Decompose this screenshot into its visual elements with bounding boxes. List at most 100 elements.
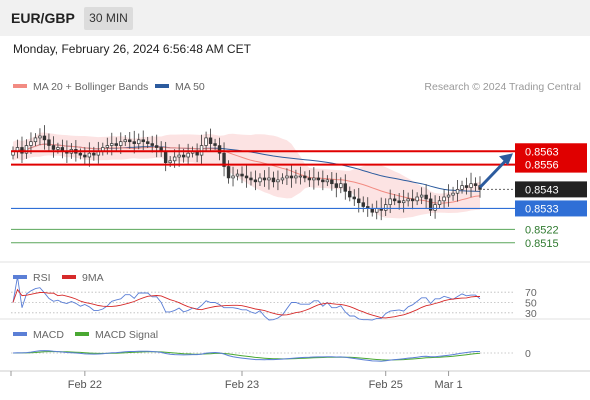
rsi-line	[12, 276, 481, 321]
resistance-label: 0.8563	[525, 146, 559, 158]
symbol-label: EUR/GBP	[11, 10, 75, 26]
candle	[424, 184, 428, 209]
candle	[330, 172, 334, 191]
legend-swatch-rsi	[13, 275, 27, 279]
candle	[186, 143, 190, 166]
levels-layer: 0.8563 0.8556 0.8543 0.8533 0.8522 0.8515	[11, 143, 587, 250]
candle	[410, 189, 415, 210]
candle	[339, 177, 343, 194]
candle	[321, 170, 325, 191]
candle	[473, 177, 478, 192]
pivot-tag	[515, 200, 587, 217]
price-layer	[11, 125, 482, 221]
candle	[469, 172, 473, 198]
ma20-line	[12, 143, 481, 204]
legend-swatch-ma20	[13, 84, 27, 88]
candle	[24, 139, 29, 159]
resistance-tag	[515, 156, 587, 173]
rsi-level-label: 30	[525, 308, 537, 320]
candle	[276, 170, 280, 191]
x-tick-label: Feb 23	[225, 379, 259, 391]
candle	[258, 173, 262, 187]
candle	[249, 171, 253, 186]
macd-level-label: 0	[525, 348, 531, 360]
candle	[303, 171, 307, 183]
rsi-9ma-line	[12, 288, 480, 319]
candle	[419, 187, 424, 205]
candle	[343, 174, 347, 200]
candle	[177, 144, 181, 167]
candle	[325, 175, 330, 187]
candle	[352, 189, 356, 206]
candle	[141, 130, 145, 151]
candle	[78, 148, 83, 160]
candle	[307, 170, 312, 187]
x-tick-label: Feb 22	[68, 379, 102, 391]
candle	[312, 167, 316, 190]
candle	[392, 194, 397, 206]
candle	[150, 135, 154, 153]
interval-button[interactable]: 30 MIN	[84, 7, 133, 30]
timestamp: Monday, February 26, 2024 6:56:48 AM CET	[13, 42, 251, 56]
legend-swatch-ma50	[155, 84, 169, 88]
candle	[406, 192, 410, 207]
candle	[51, 136, 56, 158]
support-label: 0.8522	[525, 224, 559, 236]
candle	[217, 137, 222, 161]
legend-ma20: MA 20 + Bollinger Bands	[33, 81, 148, 93]
candle	[92, 146, 96, 161]
legend-9ma: 9MA	[82, 272, 104, 284]
last-price-tag	[515, 181, 587, 198]
candle	[289, 165, 294, 188]
legend-macd: MACD	[33, 329, 64, 341]
candle	[446, 184, 451, 207]
toolbar: EUR/GBP 30 MIN	[0, 0, 590, 36]
candle	[415, 192, 419, 206]
legend-swatch-macd	[13, 332, 27, 336]
candle	[222, 142, 226, 177]
candle	[397, 193, 401, 210]
candle	[213, 138, 217, 150]
candle	[154, 134, 159, 158]
candle	[114, 137, 118, 152]
candle	[253, 170, 258, 191]
candle	[267, 167, 271, 190]
candle	[244, 165, 249, 188]
candle	[146, 136, 150, 148]
candle	[38, 128, 42, 145]
candle	[262, 170, 267, 187]
rsi-level-label: 70	[525, 287, 537, 299]
candle	[83, 147, 87, 165]
legend-macd-signal: MACD Signal	[95, 329, 158, 341]
resistance-tag	[515, 143, 587, 160]
candle	[204, 131, 208, 152]
candle	[442, 189, 446, 208]
candle	[137, 133, 141, 150]
candle	[285, 168, 289, 185]
candle	[348, 186, 352, 202]
candle	[384, 198, 388, 217]
candle	[298, 166, 303, 185]
candle	[235, 169, 240, 181]
candle	[47, 133, 51, 152]
candle	[464, 177, 469, 195]
last-price-label: 0.8543	[525, 184, 559, 196]
candle	[271, 171, 276, 188]
candle	[455, 180, 460, 202]
support-label: 0.8515	[525, 238, 559, 250]
research-credit: Research © 2024 Trading Central	[424, 81, 581, 93]
candle	[451, 186, 455, 201]
x-tick-label: Feb 25	[369, 379, 403, 391]
forecast-arrow	[478, 158, 509, 189]
candle	[388, 189, 392, 214]
candle	[437, 196, 442, 209]
candle	[132, 130, 136, 154]
legend-rsi: RSI	[33, 272, 51, 284]
legend-swatch-9ma	[62, 275, 76, 279]
candle	[42, 125, 47, 150]
candle	[334, 172, 339, 198]
x-axis: Feb 22 Feb 23 Feb 25 Mar 1	[10, 371, 463, 391]
candle	[87, 142, 92, 167]
